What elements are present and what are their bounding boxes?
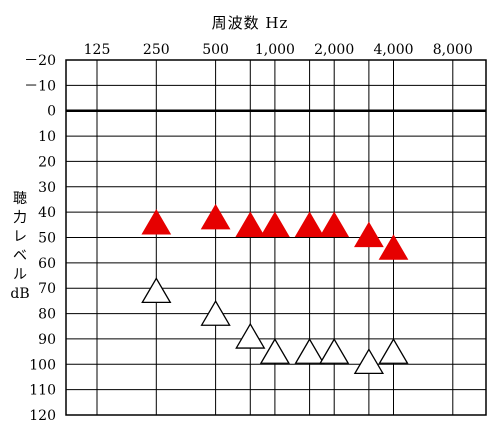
red-filled-triangle-marker xyxy=(200,203,231,230)
y-tick-label: 20 xyxy=(38,154,56,170)
y-tick-label: 70 xyxy=(38,281,56,297)
open-triangle-marker xyxy=(235,322,266,349)
y-tick-label: 60 xyxy=(38,256,56,272)
red-filled-triangle-marker xyxy=(294,211,325,237)
y-tick-label: 30 xyxy=(38,180,56,196)
x-tick-label: 8,000 xyxy=(433,42,473,58)
open-triangle-marker xyxy=(378,337,409,364)
y-tick-label: 0 xyxy=(47,104,56,120)
y-tick-label: 90 xyxy=(38,332,56,348)
y-tick-label: －20 xyxy=(24,53,56,69)
red-filled-triangle-marker xyxy=(319,211,350,237)
x-tick-label: 1,000 xyxy=(255,42,295,58)
y-tick-label: 40 xyxy=(38,205,56,221)
y-tick-label: 50 xyxy=(38,231,56,247)
open-triangle-marker xyxy=(141,277,172,304)
y-tick-label: 10 xyxy=(38,129,56,145)
x-tick-label: 4,000 xyxy=(373,42,413,58)
x-tick-label: 2,000 xyxy=(314,42,354,58)
open-triangle-marker xyxy=(319,337,350,364)
x-axis-title: 周波数 Hz xyxy=(211,14,289,32)
y-tick-label: 100 xyxy=(29,357,56,373)
red-filled-triangle-marker xyxy=(354,221,384,248)
open-triangle-marker xyxy=(200,299,231,326)
plot-border xyxy=(65,59,487,416)
open-triangle-marker xyxy=(353,348,385,375)
y-tick-label: 80 xyxy=(38,307,56,323)
open-triangle-marker xyxy=(294,337,325,364)
open-triangle-marker xyxy=(259,337,291,364)
red-filled-triangle-marker xyxy=(378,234,409,260)
red-filled-triangle-marker xyxy=(260,211,290,237)
y-tick-label: 120 xyxy=(29,408,56,424)
x-tick-label: 250 xyxy=(143,42,170,58)
y-tick-label: －10 xyxy=(24,78,56,94)
red-filled-triangle-marker xyxy=(235,211,266,237)
red-filled-triangle-marker xyxy=(141,208,172,235)
x-tick-label: 125 xyxy=(84,42,111,58)
x-tick-label: 500 xyxy=(202,42,229,58)
y-axis-title: 聴力レベル dB xyxy=(10,191,30,302)
y-tick-label: 110 xyxy=(29,383,56,399)
